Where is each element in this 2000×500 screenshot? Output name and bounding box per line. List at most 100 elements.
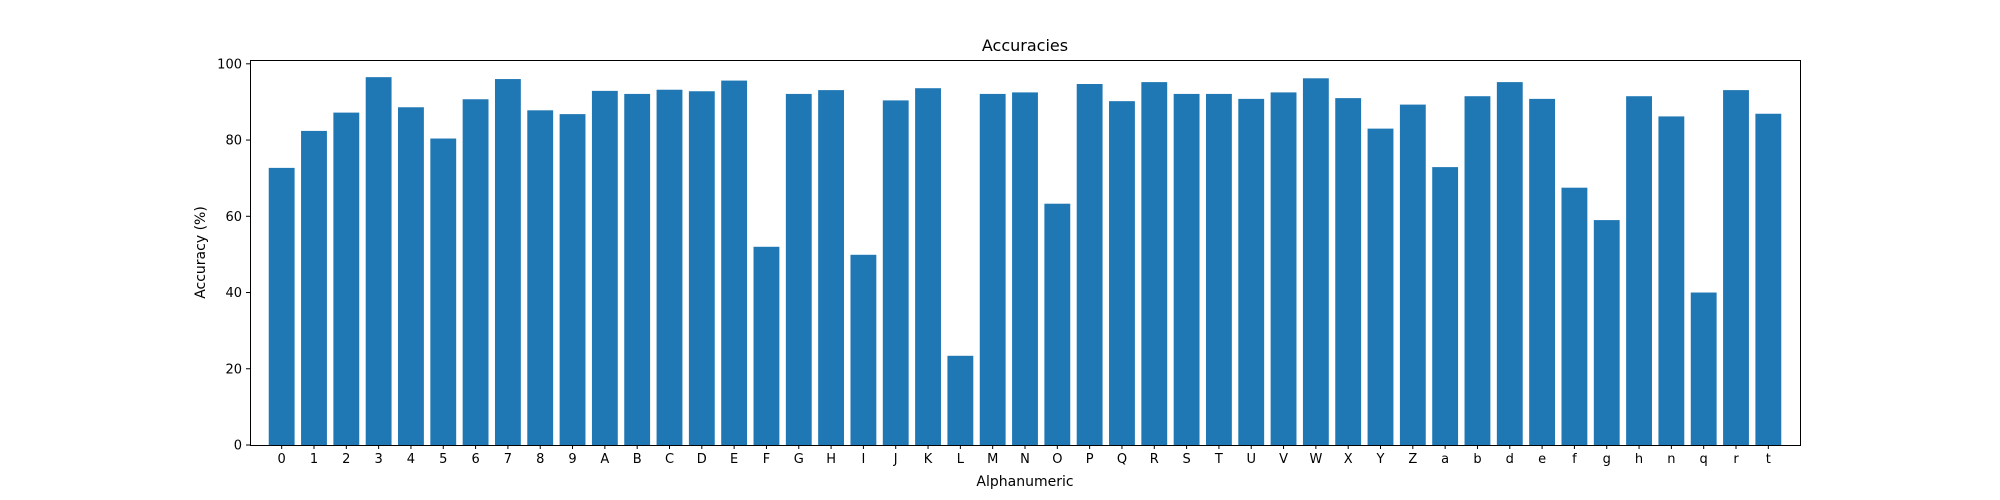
bar-W: [1302, 78, 1329, 445]
y-tick-label: 60: [225, 210, 242, 225]
x-tick-label: N: [1020, 452, 1030, 467]
bar-A: [591, 90, 618, 446]
bar-g: [1593, 220, 1620, 445]
bar-N: [1012, 92, 1038, 445]
x-tick-label: 9: [568, 452, 576, 467]
y-tick-label: 20: [225, 362, 242, 377]
bar-d: [1496, 82, 1523, 445]
bar-n: [1658, 116, 1685, 446]
chart-title: Accuracies: [982, 36, 1068, 55]
x-tick-label: W: [1309, 452, 1322, 467]
bar-G: [785, 93, 812, 445]
x-tick-label: T: [1214, 452, 1223, 467]
bar-7: [494, 79, 521, 446]
x-tick-label: V: [1279, 452, 1288, 467]
x-tick-label: r: [1733, 452, 1739, 467]
bar-V: [1270, 92, 1297, 445]
x-tick-label: 4: [407, 452, 415, 467]
x-tick-label: d: [1506, 452, 1514, 467]
bar-3: [365, 77, 392, 445]
x-tick-label: 6: [471, 452, 479, 467]
x-tick-label: g: [1603, 452, 1611, 467]
bar-R: [1141, 82, 1168, 445]
bar-J: [882, 100, 909, 445]
x-tick-label: S: [1182, 452, 1190, 467]
x-tick-label: 5: [439, 452, 447, 467]
x-tick-label: U: [1246, 452, 1256, 467]
x-tick-label: D: [697, 452, 707, 467]
bar-q: [1690, 292, 1717, 445]
x-tick-label: M: [987, 452, 998, 467]
bar-S: [1173, 93, 1200, 445]
bar-E: [721, 80, 748, 445]
x-tick-label: t: [1766, 452, 1771, 467]
x-tick-label: L: [957, 452, 965, 467]
bar-0: [268, 167, 295, 446]
x-tick-label: X: [1344, 452, 1353, 467]
bar-1: [301, 130, 327, 445]
bar-b: [1464, 96, 1491, 446]
x-tick-label: C: [665, 452, 674, 467]
x-tick-label: P: [1086, 452, 1094, 467]
bar-B: [624, 93, 651, 445]
bar-2: [333, 112, 360, 446]
x-tick-label: B: [633, 452, 642, 467]
bar-I: [850, 254, 877, 445]
x-tick-label: n: [1667, 452, 1675, 467]
bar-t: [1755, 113, 1782, 445]
bar-T: [1205, 93, 1232, 445]
x-tick-label: e: [1538, 452, 1546, 467]
x-tick-label: O: [1052, 452, 1062, 467]
y-axis-title: Accuracy (%): [193, 206, 209, 299]
x-tick-label: A: [600, 452, 609, 467]
x-tick-label: a: [1441, 452, 1449, 467]
bar-U: [1238, 98, 1265, 445]
bar-9: [559, 114, 586, 445]
bar-Q: [1109, 101, 1135, 445]
x-axis-title: Alphanumeric: [976, 474, 1073, 490]
bar-H: [818, 90, 845, 445]
bars-group: [268, 77, 1782, 446]
bar-6: [462, 99, 489, 445]
x-tick-label: 8: [536, 452, 544, 467]
x-tick-label: f: [1572, 452, 1577, 467]
x-tick-label: R: [1150, 452, 1159, 467]
x-tick-label: 2: [342, 452, 350, 467]
plot-frame: [250, 60, 1801, 446]
x-tick-label: 0: [278, 452, 286, 467]
bar-5: [430, 138, 457, 445]
x-tick-label: E: [730, 452, 738, 467]
bar-8: [527, 110, 554, 445]
bar-a: [1432, 167, 1459, 445]
bar-r: [1723, 90, 1749, 445]
x-tick-label: F: [763, 452, 770, 467]
y-tick-label: 0: [234, 439, 242, 454]
x-tick-label: 1: [310, 452, 318, 467]
x-tick-label: G: [794, 452, 804, 467]
x-tick-label: Z: [1408, 452, 1417, 467]
y-axis-ticks: 0 20 40 60 80 100: [217, 57, 250, 454]
x-tick-label: K: [924, 452, 933, 467]
bar-P: [1076, 84, 1103, 445]
bar-O: [1044, 203, 1071, 445]
bar-Z: [1399, 104, 1426, 446]
x-tick-label: I: [861, 452, 865, 467]
bar-F: [753, 246, 780, 445]
y-tick-label: 40: [225, 286, 242, 301]
bar-C: [656, 89, 683, 446]
bar-D: [688, 91, 715, 446]
bar-K: [915, 88, 941, 446]
x-tick-label: q: [1700, 452, 1708, 467]
x-tick-label: b: [1473, 452, 1481, 467]
bar-4: [398, 107, 424, 445]
bar-h: [1626, 96, 1652, 446]
x-tick-label: Y: [1376, 452, 1385, 467]
bar-e: [1529, 98, 1556, 445]
x-tick-label: h: [1635, 452, 1643, 467]
x-tick-label: Q: [1117, 452, 1127, 467]
y-tick-label: 80: [225, 134, 242, 149]
bar-L: [947, 355, 974, 445]
